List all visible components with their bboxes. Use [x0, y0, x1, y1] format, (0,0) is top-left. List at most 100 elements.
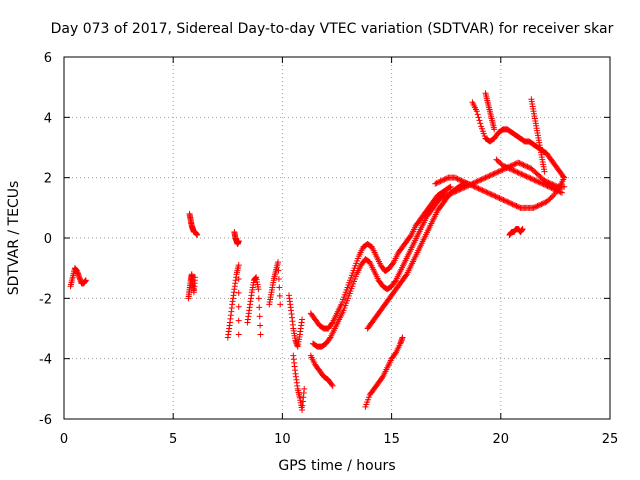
data-point — [544, 183, 551, 190]
data-point — [523, 173, 530, 180]
data-point — [519, 171, 526, 178]
series-arc-1 — [67, 265, 89, 290]
data-point — [533, 203, 540, 210]
data-point — [500, 196, 507, 203]
data-point — [545, 183, 552, 190]
series-arc-6 — [244, 274, 264, 338]
data-point — [277, 301, 284, 308]
data-point — [556, 188, 563, 195]
data-point — [440, 177, 447, 184]
data-point — [480, 187, 487, 194]
data-point — [492, 169, 499, 176]
data-point — [478, 176, 485, 183]
series-arc-12 — [307, 352, 336, 389]
data-point — [442, 175, 449, 182]
x-tick-label: 25 — [602, 432, 619, 447]
data-point — [477, 177, 484, 184]
data-point — [275, 267, 282, 274]
data-point — [492, 193, 499, 200]
series-arc-19 — [493, 156, 565, 196]
series-arc-20 — [528, 96, 548, 175]
data-point — [433, 180, 440, 187]
data-point — [512, 202, 519, 209]
data-point — [299, 316, 306, 323]
data-point — [460, 184, 467, 191]
data-point — [469, 180, 476, 187]
data-point — [475, 185, 482, 192]
data-point — [499, 196, 506, 203]
series-arc-18 — [482, 90, 498, 133]
y-axis-label: SDTVAR / TECUs — [6, 181, 22, 296]
data-point — [444, 175, 451, 182]
data-point — [439, 194, 446, 201]
data-point — [453, 175, 460, 182]
x-axis-label: GPS time / hours — [278, 458, 395, 474]
series-arc-21 — [506, 225, 526, 238]
data-point — [493, 193, 500, 200]
data-point — [509, 201, 516, 208]
data-point — [455, 176, 462, 183]
data-point — [498, 167, 505, 174]
data-point — [472, 184, 479, 191]
data-point — [441, 193, 448, 200]
data-point — [235, 238, 242, 245]
data-point — [473, 108, 480, 115]
data-point — [481, 175, 488, 182]
data-point — [462, 183, 469, 190]
data-point — [539, 180, 546, 187]
data-point — [235, 262, 242, 269]
data-point — [472, 179, 479, 186]
data-point — [514, 169, 521, 176]
plot-frame — [63, 56, 611, 420]
data-point — [256, 304, 263, 311]
data-point — [491, 126, 498, 133]
data-point — [531, 177, 538, 184]
y-tick-label: -4 — [39, 353, 52, 368]
data-point — [528, 175, 535, 182]
data-point — [509, 166, 516, 173]
data-point — [530, 176, 537, 183]
data-point — [560, 173, 567, 180]
data-point — [510, 201, 517, 208]
x-tick-label: 10 — [274, 432, 291, 447]
series-arc-10 — [307, 183, 454, 332]
series-arc-14 — [364, 180, 472, 332]
data-point — [475, 114, 482, 121]
data-point — [443, 192, 450, 199]
data-point — [505, 199, 512, 206]
data-point — [501, 197, 508, 204]
series-arc-5 — [231, 228, 242, 248]
series-arc-2 — [185, 271, 199, 302]
data-point — [378, 374, 385, 381]
series-arc-7 — [266, 259, 284, 308]
data-point — [489, 171, 496, 178]
y-tick-label: 4 — [44, 111, 52, 126]
data-point — [257, 322, 264, 329]
data-point — [512, 160, 519, 167]
data-point — [538, 201, 545, 208]
data-point — [496, 195, 503, 202]
x-tick-label: 15 — [383, 432, 400, 447]
data-point — [476, 117, 483, 124]
data-point — [557, 189, 564, 196]
data-point — [235, 331, 242, 338]
data-point — [541, 181, 548, 188]
data-point — [235, 317, 242, 324]
data-point — [541, 200, 548, 207]
data-point — [466, 181, 473, 188]
y-tick-label: 6 — [44, 51, 52, 66]
data-point — [535, 202, 542, 209]
data-point — [513, 203, 520, 210]
data-point — [407, 233, 414, 240]
data-point — [505, 165, 512, 172]
data-point — [475, 177, 482, 184]
data-point — [474, 111, 481, 118]
data-point — [476, 186, 483, 193]
data-point — [392, 350, 399, 357]
data-point — [496, 168, 503, 175]
data-point — [487, 190, 494, 197]
data-point — [482, 188, 489, 195]
data-point — [458, 177, 465, 184]
data-point — [531, 204, 538, 211]
